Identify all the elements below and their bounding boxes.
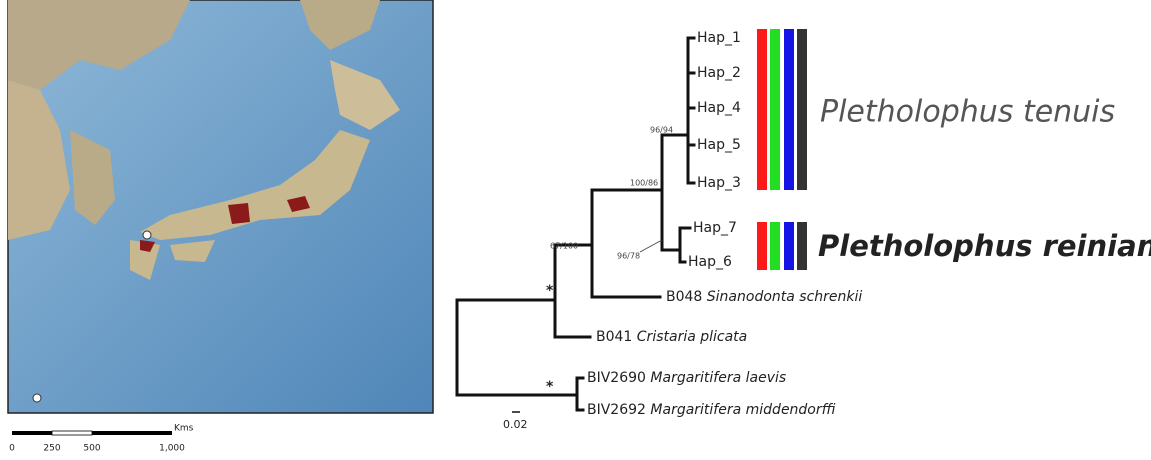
tip-label: Hap_2 (697, 65, 741, 81)
support: 96/94 (650, 126, 673, 135)
tip-label: BIV2692 Margaritifera middendorffi (587, 402, 836, 418)
scale-tick: 0 (9, 444, 15, 454)
tip-label: B048 Sinanodonta schrenkii (666, 289, 862, 305)
support: 96/78 (617, 252, 640, 261)
scale-tick: 500 (83, 444, 100, 454)
tip-species: Sinanodonta schrenkii (707, 289, 863, 305)
tip-code: BIV2690 (587, 370, 646, 386)
tip-label: Hap_3 (697, 175, 741, 191)
figure: 0 250 500 1,000 Kms Hap_1 Hap_2 Hap_4 Ha… (0, 0, 1151, 456)
tip-code: B041 (596, 329, 632, 345)
support: 100/86 (630, 179, 658, 188)
tip-species: Margaritifera laevis (650, 370, 786, 386)
scale-unit: Kms (174, 424, 194, 434)
map: 0 250 500 1,000 Kms (8, 0, 433, 454)
tip-labels: Hap_1 Hap_2 Hap_4 Hap_5 Hap_3 Hap_7 Hap_… (587, 30, 862, 418)
scale-tick: 1,000 (159, 444, 185, 454)
tip-label: B041 Cristaria plicata (596, 329, 747, 345)
tip-label: Hap_7 (693, 220, 737, 236)
support: * (546, 379, 554, 395)
clade-bars (757, 29, 807, 270)
tip-label: Hap_6 (688, 254, 732, 270)
tip-label: Hap_1 (697, 30, 741, 46)
page: 0 250 500 1,000 Kms Hap_1 Hap_2 Hap_4 Ha… (0, 0, 1151, 460)
scale-tick: 250 (43, 444, 60, 454)
tip-label: BIV2690 Margaritifera laevis (587, 370, 786, 386)
tip-species: Cristaria plicata (637, 329, 747, 345)
clade-name: Pletholophus tenuis (820, 95, 1115, 130)
support: 67/100 (550, 242, 578, 251)
tip-code: BIV2692 (587, 402, 646, 418)
scale-bar: 0 250 500 1,000 Kms (9, 424, 194, 454)
clade-name: Pletholophus reinianus (818, 229, 1151, 263)
tree-branches (457, 38, 694, 412)
tip-species: Margaritifera middendorffi (650, 402, 835, 418)
tip-code: B048 (666, 289, 702, 305)
tip-label: Hap_5 (697, 137, 741, 153)
support: * (546, 283, 554, 299)
tip-label: Hap_4 (697, 100, 741, 116)
tree-scale: 0.02 (503, 418, 528, 431)
